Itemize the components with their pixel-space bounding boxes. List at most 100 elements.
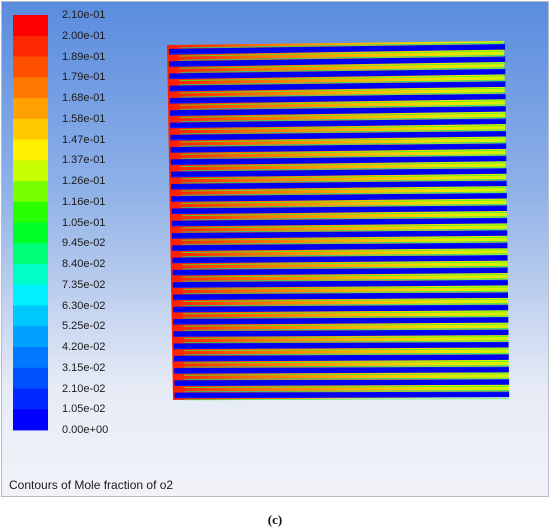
contour-isoline <box>179 92 506 98</box>
colorbar-tick-label: 6.30e-02 <box>62 299 106 312</box>
colorbar-tick-label: 1.89e-01 <box>62 50 106 63</box>
colorbar-tick-label: 1.26e-01 <box>62 175 106 187</box>
contour-isoline <box>180 149 507 155</box>
contour-isoline <box>183 352 509 356</box>
contour-isoline <box>178 50 506 57</box>
colorbar-swatch <box>13 409 48 431</box>
low-o2-channel <box>174 391 510 399</box>
contour-isoline <box>182 274 508 278</box>
low-o2-channel <box>173 329 509 337</box>
low-o2-channel <box>174 354 509 362</box>
colorbar-tick-label: 5.25e-02 <box>62 320 106 333</box>
contour-isoline <box>184 385 510 388</box>
contour-isoline <box>182 278 508 282</box>
colorbar-swatch <box>13 181 48 203</box>
colorbar-swatch <box>13 243 48 265</box>
contour-isoline <box>179 112 506 118</box>
low-o2-channel <box>172 242 508 251</box>
low-o2-channel <box>170 155 507 166</box>
colorbar-swatch <box>13 35 48 57</box>
colorbar-tick-label: 3.15e-02 <box>62 361 106 374</box>
low-o2-channel <box>171 180 507 190</box>
low-o2-channel <box>170 130 507 141</box>
contour-isoline <box>179 79 506 86</box>
contour-isoline <box>183 323 509 327</box>
colorbar-tick-label: 1.37e-01 <box>62 154 106 167</box>
low-o2-channel <box>171 168 507 178</box>
low-o2-channel <box>172 279 508 288</box>
contour-isoline <box>182 253 508 258</box>
contour-isoline <box>183 336 509 339</box>
low-o2-channel <box>171 192 507 202</box>
figure-label: (c) <box>267 512 283 527</box>
colorbar-tick-label: 1.47e-01 <box>62 133 106 146</box>
colorbar-swatch <box>13 305 48 327</box>
colorbar-tick-label: 1.79e-01 <box>62 71 106 84</box>
contour-isoline <box>184 390 510 393</box>
low-o2-channel <box>172 254 508 264</box>
colorbar-swatch <box>13 264 48 286</box>
contour-isoline <box>181 236 508 241</box>
colorbar-swatch <box>13 367 48 389</box>
colorbar-swatch <box>13 56 48 78</box>
colorbar-swatch <box>13 347 48 369</box>
contour-isoline <box>180 137 507 143</box>
contour-isoline <box>180 154 507 159</box>
colorbar-tick-label: 0.00e+00 <box>62 424 109 436</box>
contour-isoline <box>182 249 508 253</box>
contour-isoline <box>180 141 507 147</box>
colorbar-swatch <box>13 201 48 223</box>
contour-isoline <box>183 340 509 343</box>
contour-plot <box>167 41 510 401</box>
contour-isoline <box>182 261 508 266</box>
contour-isoline <box>180 166 507 172</box>
low-o2-channel <box>170 105 506 116</box>
contour-isoline <box>181 187 507 192</box>
low-o2-channel <box>174 366 509 374</box>
colorbar-swatch <box>13 222 48 244</box>
colorbar-swatch <box>13 284 48 306</box>
contour-isoline <box>183 311 509 315</box>
low-o2-channel <box>172 267 508 276</box>
contour-isoline <box>179 54 506 61</box>
plot-caption: Contours of Mole fraction of o2 <box>9 478 174 492</box>
colorbar-swatch <box>13 388 48 410</box>
low-o2-channel <box>170 143 507 153</box>
low-o2-channel <box>173 292 508 301</box>
graphics-viewport[interactable]: 2.10e-01 2.00e-01 1.89e-01 1.79e-01 1.68e-01… <box>1 1 549 497</box>
contour-isoline <box>179 67 506 73</box>
contour-isoline <box>183 360 509 364</box>
contour-isoline <box>180 125 506 131</box>
colorbar-tick-label: 2.10e-02 <box>62 382 106 395</box>
contour-isoline <box>184 365 509 368</box>
colorbar <box>13 15 48 431</box>
colorbar-swatch <box>13 118 48 140</box>
contour-isoline <box>179 63 506 69</box>
colorbar-swatch <box>13 15 48 37</box>
low-o2-channel <box>174 379 510 387</box>
low-o2-channel <box>173 304 509 313</box>
low-o2-channel <box>171 205 507 215</box>
contour-isoline <box>181 203 507 208</box>
colorbar-tick-label: 4.20e-02 <box>62 341 106 353</box>
contour-isoline <box>181 224 508 229</box>
contour-isoline <box>182 290 509 294</box>
contour-isoline <box>182 286 508 290</box>
contour-isoline <box>178 42 506 49</box>
colorbar-tick-label: 1.16e-01 <box>62 195 106 208</box>
low-o2-channel <box>173 317 509 325</box>
contour-isoline <box>179 100 506 106</box>
contour-isoline <box>181 216 508 221</box>
contour-isoline <box>180 129 507 135</box>
contour-isoline <box>182 241 508 245</box>
contour-isoline <box>183 327 509 331</box>
contour-isoline <box>183 315 509 319</box>
colorbar-tick-label: 2.00e-01 <box>62 29 106 42</box>
contour-isoline <box>184 373 509 376</box>
colorbar-tick-label: 2.10e-01 <box>62 9 106 21</box>
contour-isoline <box>184 377 510 380</box>
colorbar-tick-label: 1.05e-02 <box>62 403 106 416</box>
contour-isoline <box>179 104 506 110</box>
colorbar-swatch <box>13 98 48 120</box>
low-o2-channel <box>169 93 506 104</box>
